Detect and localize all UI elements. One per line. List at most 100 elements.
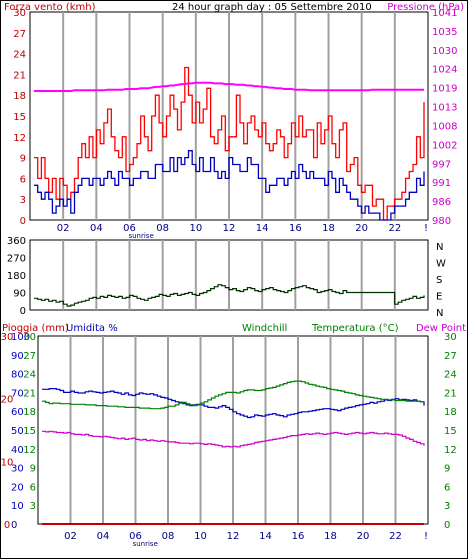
average-line (34, 150, 425, 221)
hour-tick-label: 02 (64, 531, 77, 542)
direction-tick-label: 0 (20, 306, 26, 317)
humidity-line (42, 388, 425, 419)
rain-tick-label: 10 (1, 457, 14, 468)
wind-axis-label: Forza vento (kmh) (4, 2, 96, 13)
temperature-tick-label: 18 (23, 407, 36, 418)
humidity-tick-label: 0 (11, 520, 17, 531)
temperature-right-tick-label: 6 (444, 482, 450, 493)
compass-label: E (436, 292, 442, 303)
rain-tick-label: 0 (4, 520, 10, 531)
wind-tick-label: 6 (20, 174, 26, 185)
temperature-tick-label: 15 (23, 426, 36, 437)
temperature-ticks: 0102030010203040506070809010036912151821… (1, 332, 457, 548)
pressure-axis-label: Pressione (hPa) (387, 2, 464, 13)
humidity-axis-label: Umidita % (66, 323, 118, 334)
wind-tick-label: 21 (13, 70, 26, 81)
hour-tick-label: 20 (357, 531, 370, 542)
pressure-line (34, 81, 424, 92)
hour-tick-label: 06 (123, 223, 136, 234)
temperature-right-tick-label: 27 (444, 351, 457, 362)
rain-axis-label: Pioggia (mm) (2, 323, 69, 334)
wind-tick-label: 0 (20, 216, 26, 227)
compass-label: N (436, 308, 443, 319)
x-end-label: ! (424, 531, 428, 542)
temperature-grid (69, 336, 397, 524)
pressure-tick-label: 997 (432, 159, 451, 170)
wind-direction-series (34, 284, 425, 307)
hour-tick-label: 08 (156, 223, 169, 234)
hour-tick-label: 08 (162, 531, 175, 542)
temperature-humidity-panel: 0102030010203040506070809010036912151821… (1, 323, 466, 548)
humidity-tick-label: 60 (11, 407, 24, 418)
hour-tick-label: 18 (324, 531, 337, 542)
rain-tick-label: 20 (1, 395, 14, 406)
wind-pressure-ticks: 0369121518212427309809869919971002100810… (13, 8, 457, 240)
hour-tick-label: 22 (388, 223, 401, 234)
humidity-tick-label: 90 (11, 351, 24, 362)
wind-pressure-series (34, 66, 425, 221)
hour-tick-label: 22 (389, 531, 402, 542)
rain-tick-label: 30 (1, 332, 14, 343)
wind-tick-label: 24 (13, 50, 26, 61)
temperature-line (42, 380, 424, 410)
temperature-right-tick-label: 30 (444, 332, 457, 343)
humidity-tick-label: 80 (11, 370, 24, 381)
wind-tick-label: 3 (20, 195, 26, 206)
pressure-tick-label: 1024 (432, 65, 457, 76)
temperature-tick-label: 3 (30, 501, 36, 512)
temperature-right-tick-label: 3 (444, 501, 450, 512)
temperature-tick-label: 24 (23, 370, 36, 381)
pressure-tick-label: 991 (432, 178, 451, 189)
temperature-tick-label: 6 (30, 482, 36, 493)
humidity-tick-label: 20 (11, 482, 24, 493)
pressure-tick-label: 1002 (432, 140, 457, 151)
temperature-right-tick-label: 0 (444, 520, 450, 531)
wind-tick-label: 9 (20, 154, 26, 165)
compass-label: W (436, 259, 446, 270)
hour-tick-label: 10 (189, 223, 202, 234)
hour-tick-label: 04 (97, 531, 110, 542)
humidity-tick-label: 40 (11, 445, 24, 456)
hour-tick-label: 12 (227, 531, 240, 542)
compass-label: N (436, 242, 443, 253)
hour-tick-label: 10 (194, 531, 207, 542)
chart-title: 24 hour graph day : 05 Settembre 2010 (172, 2, 372, 13)
wind-tick-label: 15 (13, 112, 26, 123)
pressure-tick-label: 1035 (432, 27, 457, 38)
hour-tick-label: 20 (355, 223, 368, 234)
temperature-tick-label: 30 (23, 332, 36, 343)
direction-tick-label: 270 (7, 254, 26, 265)
wind-direction-line (34, 284, 425, 307)
windchill-label: Windchill (242, 323, 287, 334)
humidity-tick-label: 10 (11, 501, 24, 512)
temperature-right-tick-label: 15 (444, 426, 457, 437)
hour-tick-label: 16 (289, 223, 302, 234)
humidity-tick-label: 50 (11, 426, 24, 437)
hour-tick-label: 02 (57, 223, 70, 234)
temperature-tick-label: 21 (23, 388, 36, 399)
sunrise-label: sunrise (128, 232, 153, 240)
temperature-axis-label: Temperatura (°C) (311, 323, 399, 334)
hour-tick-label: 18 (322, 223, 335, 234)
wind-tick-label: 30 (13, 8, 26, 19)
humidity-tick-label: 30 (11, 464, 24, 475)
temperature-right-tick-label: 9 (444, 464, 450, 475)
hour-tick-label: 12 (223, 223, 236, 234)
dewpoint-line (42, 430, 425, 448)
humidity-tick-label: 100 (11, 332, 30, 343)
pressure-tick-label: 980 (432, 216, 451, 227)
sunrise-label: sunrise (133, 540, 158, 548)
direction-tick-label: 90 (13, 289, 26, 300)
wind-tick-label: 12 (13, 133, 26, 144)
temperature-series (42, 380, 425, 525)
compass-label: S (436, 275, 442, 286)
hour-tick-label: 14 (256, 223, 269, 234)
humidity-tick-label: 70 (11, 388, 24, 399)
temperature-right-tick-label: 21 (444, 388, 457, 399)
pressure-tick-label: 1030 (432, 46, 457, 57)
temperature-right-tick-label: 12 (444, 445, 457, 456)
temperature-tick-label: 12 (23, 445, 36, 456)
x-end-label: ! (424, 223, 428, 234)
wind-tick-label: 18 (13, 91, 26, 102)
pressure-tick-label: 986 (432, 197, 451, 208)
